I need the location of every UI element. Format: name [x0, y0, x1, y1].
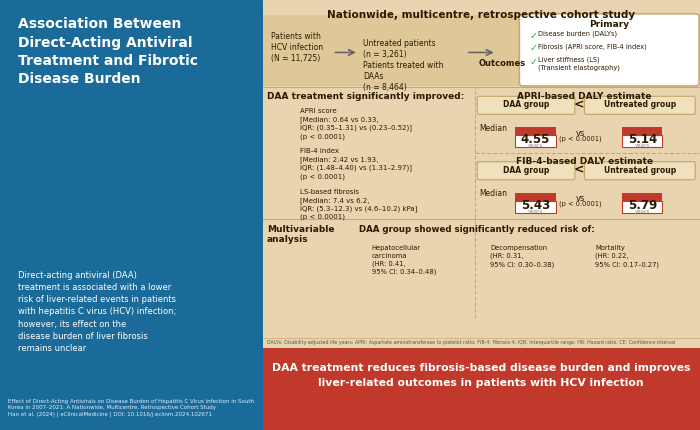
FancyBboxPatch shape	[477, 96, 575, 114]
FancyBboxPatch shape	[0, 0, 262, 430]
Text: LS-based fibrosis
[Median: 7.4 vs 6.2,
IQR: (5.3–12.3) vs (4.6–10.2) kPa]
(p < 0: LS-based fibrosis [Median: 7.4 vs 6.2, I…	[300, 189, 417, 221]
Text: 5.79: 5.79	[628, 199, 657, 212]
Text: Hepatocellular
carcinoma
(HR: 0.41,
95% CI: 0.34–0.48): Hepatocellular carcinoma (HR: 0.41, 95% …	[372, 245, 436, 275]
Text: 5.43: 5.43	[521, 199, 550, 212]
Text: DAA treatment reduces fibrosis-based disease burden and improves
liver-related o: DAA treatment reduces fibrosis-based dis…	[272, 363, 690, 388]
Text: DAA group: DAA group	[503, 101, 549, 109]
Text: Patients treated with
DAAs
(n = 8,464): Patients treated with DAAs (n = 8,464)	[363, 61, 444, 92]
Text: Median: Median	[479, 189, 507, 198]
Text: APRI score
[Median: 0.64 vs 0.33,
IQR: (0.35–1.31) vs (0.23–0.52)]
(p < 0.0001): APRI score [Median: 0.64 vs 0.33, IQR: (…	[300, 108, 412, 140]
FancyBboxPatch shape	[622, 193, 662, 202]
Text: Liver stiffness (LS)
(Transient elastography): Liver stiffness (LS) (Transient elastogr…	[538, 57, 620, 71]
FancyBboxPatch shape	[622, 135, 662, 147]
Text: Multivariable
analysis: Multivariable analysis	[267, 225, 335, 244]
Text: Association Between
Direct-Acting Antiviral
Treatment and Fibrotic
Disease Burde: Association Between Direct-Acting Antivi…	[18, 17, 198, 86]
Text: Decompensation
(HR: 0.31,
95% CI: 0.30–0.38): Decompensation (HR: 0.31, 95% CI: 0.30–0…	[490, 245, 554, 267]
Text: years: years	[528, 143, 543, 148]
Text: Untreated group: Untreated group	[603, 101, 676, 109]
FancyBboxPatch shape	[515, 127, 556, 137]
Text: Untreated group: Untreated group	[603, 166, 676, 175]
Text: <: <	[574, 164, 584, 177]
Text: FIB-4 index
[Median: 2.42 vs 1.93,
IQR: (1.48–4.40) vs (1.31–2.97)]
(p < 0.0001): FIB-4 index [Median: 2.42 vs 1.93, IQR: …	[300, 148, 412, 180]
FancyBboxPatch shape	[584, 96, 695, 114]
Text: Nationwide, multicentre, retrospective cohort study: Nationwide, multicentre, retrospective c…	[327, 10, 636, 20]
Text: Primary: Primary	[589, 20, 629, 29]
Text: years: years	[635, 209, 650, 214]
FancyBboxPatch shape	[584, 162, 695, 180]
Text: vs: vs	[576, 194, 585, 203]
Text: DALYs: Disability-adjusted life years; APRI: Aspartate aminotransferase to plate: DALYs: Disability-adjusted life years; A…	[267, 340, 675, 345]
FancyBboxPatch shape	[622, 201, 662, 213]
Text: Direct-acting antiviral (DAA)
treatment is associated with a lower
risk of liver: Direct-acting antiviral (DAA) treatment …	[18, 271, 176, 353]
FancyBboxPatch shape	[515, 193, 556, 202]
FancyBboxPatch shape	[262, 348, 700, 430]
Text: ✓: ✓	[529, 31, 538, 41]
Text: years: years	[635, 143, 650, 148]
Text: ✓: ✓	[529, 57, 538, 67]
Text: vs: vs	[576, 129, 585, 138]
Text: Fibrosis (APRI score, FIB-4 index): Fibrosis (APRI score, FIB-4 index)	[538, 43, 647, 49]
Text: <: <	[574, 98, 584, 111]
Text: Untreated patients
(n = 3,261): Untreated patients (n = 3,261)	[363, 39, 435, 59]
Text: (p < 0.0001): (p < 0.0001)	[559, 201, 602, 207]
Text: Effect of Direct-Acting Antivirals on Disease Burden of Hepatitis C Virus Infect: Effect of Direct-Acting Antivirals on Di…	[8, 399, 254, 417]
FancyBboxPatch shape	[515, 135, 556, 147]
FancyBboxPatch shape	[515, 201, 556, 213]
Text: APRI-based DALY estimate: APRI-based DALY estimate	[517, 92, 651, 101]
FancyBboxPatch shape	[262, 15, 525, 86]
Text: years: years	[528, 209, 543, 214]
Text: Patients with
HCV infection
(N = 11,725): Patients with HCV infection (N = 11,725)	[272, 32, 323, 64]
Text: Mortality
(HR: 0.22,
95% CI: 0.17–0.27): Mortality (HR: 0.22, 95% CI: 0.17–0.27)	[595, 245, 659, 267]
FancyBboxPatch shape	[477, 162, 575, 180]
Text: 4.55: 4.55	[521, 133, 550, 146]
Text: DAA group showed significantly reduced risk of:: DAA group showed significantly reduced r…	[358, 225, 594, 234]
FancyBboxPatch shape	[622, 127, 662, 137]
Text: Disease burden (DALYs): Disease burden (DALYs)	[538, 31, 617, 37]
Text: DAA group: DAA group	[503, 166, 549, 175]
Text: FIB-4-based DALY estimate: FIB-4-based DALY estimate	[515, 157, 652, 166]
Text: DAA treatment significantly improved:: DAA treatment significantly improved:	[267, 92, 464, 101]
Text: Outcomes: Outcomes	[479, 59, 526, 68]
Text: Median: Median	[479, 124, 507, 133]
Text: (p < 0.0001): (p < 0.0001)	[559, 135, 602, 142]
Text: 5.14: 5.14	[628, 133, 657, 146]
FancyBboxPatch shape	[519, 14, 699, 86]
Text: ✓: ✓	[529, 43, 538, 53]
